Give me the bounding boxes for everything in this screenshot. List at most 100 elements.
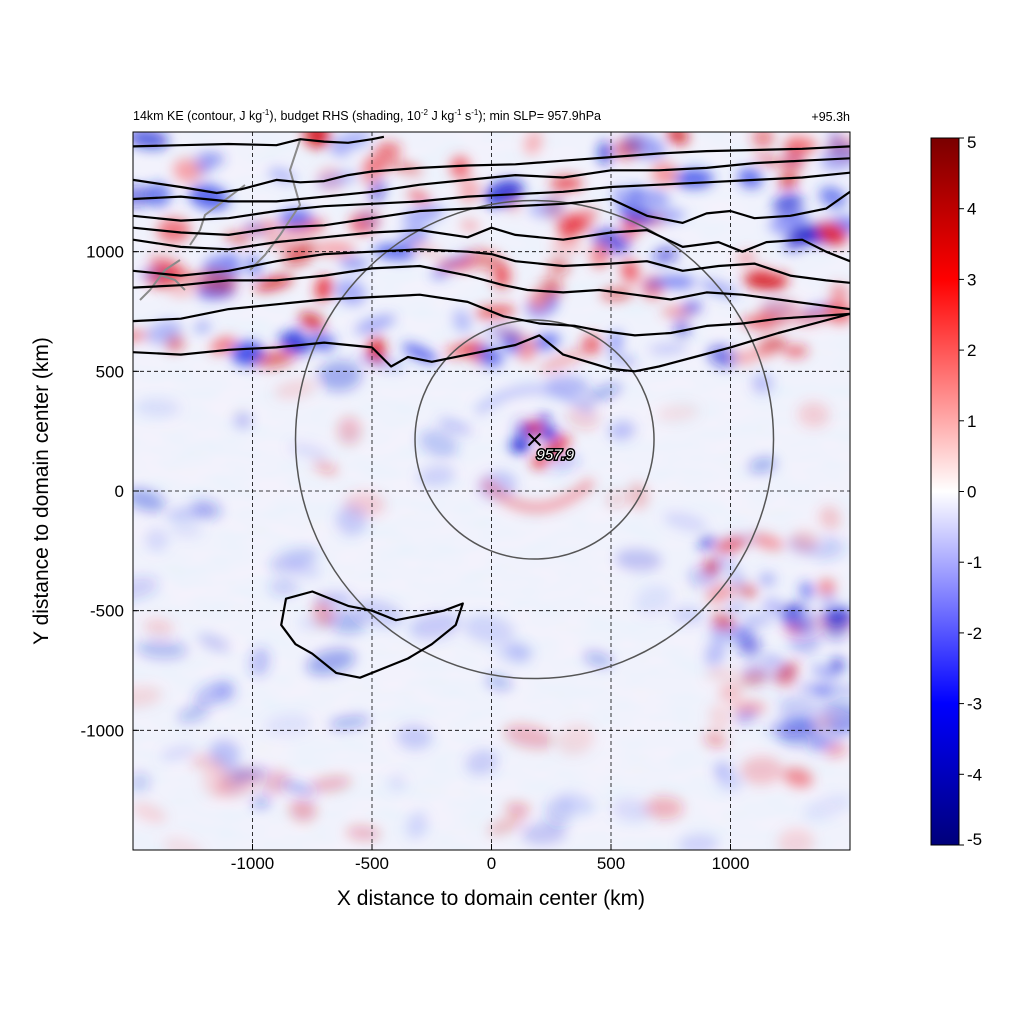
- shading-blob: [705, 637, 726, 668]
- colorbar-tick-label: 5: [967, 133, 976, 152]
- colorbar-ticks: 5 4 3 2 1 0 -1 -2 -3 -4 -5: [959, 133, 982, 849]
- shading-blob: [556, 213, 585, 238]
- core-shading-blob: [539, 427, 558, 440]
- shading-blob: [783, 767, 813, 788]
- shading-blob: [521, 822, 567, 845]
- ke-contour-line: [133, 293, 850, 337]
- shading-blob: [133, 132, 169, 149]
- shading-blob: [830, 283, 849, 301]
- spiral-band: [474, 384, 595, 416]
- shading-blob: [550, 175, 583, 191]
- x-axis-label: X distance to domain center (km): [337, 887, 645, 910]
- x-tick-label: -500: [355, 854, 389, 873]
- shading-blob: [406, 812, 428, 839]
- shading-blob: [437, 418, 473, 435]
- shading-blob: [313, 459, 338, 475]
- shading-blob: [178, 705, 209, 723]
- shading-blob: [819, 506, 841, 530]
- shading-blob: [704, 731, 727, 748]
- shading-blob: [465, 749, 498, 776]
- valid-time: +95.3h: [811, 110, 850, 124]
- coastline-segment: [189, 184, 246, 246]
- ke-contour-line: [133, 264, 850, 311]
- shading-blob: [224, 233, 250, 245]
- shading-blob: [803, 794, 850, 821]
- shading-blob: [733, 624, 758, 640]
- shading-blob: [269, 577, 300, 597]
- shading-blob: [557, 792, 594, 815]
- colorbar-tick-label: 2: [967, 341, 976, 360]
- colorbar-tick-label: 1: [967, 412, 976, 431]
- shading-blob: [651, 162, 678, 186]
- shading-blob: [638, 188, 670, 210]
- shading-blob: [774, 668, 797, 687]
- shading-blob: [756, 337, 787, 354]
- y-tick-label: -500: [90, 602, 124, 621]
- x-tick-label: -1000: [231, 854, 274, 873]
- shading-blob: [157, 217, 191, 244]
- shading-blob: [737, 583, 758, 599]
- core-shading-blob: [538, 415, 551, 424]
- y-tick-label: 1000: [86, 243, 124, 262]
- ke-contour-line: [133, 312, 850, 373]
- y-axis-ticks: -1000 -500 0 500 1000: [81, 243, 139, 740]
- shading-blob: [606, 491, 627, 508]
- shading-blob: [817, 223, 848, 246]
- shading-blob: [608, 330, 623, 353]
- colorbar-tick-label: 0: [967, 483, 976, 502]
- shading-blob: [797, 401, 830, 428]
- shading-blob: [289, 799, 317, 822]
- ke-contour-line: [133, 171, 850, 222]
- shading-blob: [209, 739, 240, 767]
- shading-blob: [550, 239, 583, 253]
- colorbar-tick-label: 3: [967, 270, 976, 289]
- shading-blob: [354, 314, 396, 334]
- shading-blob: [830, 658, 845, 673]
- shading-blob: [782, 619, 812, 628]
- shading-blob: [737, 670, 769, 687]
- shading-blob: [790, 530, 818, 552]
- colorbar-tick-label: -4: [967, 765, 982, 784]
- shading-blob: [667, 132, 689, 145]
- shading-blob: [387, 774, 407, 792]
- shading-blob: [818, 579, 836, 597]
- y-axis-label: Y distance to domain center (km): [30, 337, 53, 645]
- shading-blob: [249, 647, 270, 677]
- ke-contour-line: [133, 190, 850, 236]
- shading-blob: [772, 192, 804, 217]
- shading-blob: [364, 157, 388, 174]
- shading-blob: [261, 770, 291, 794]
- shading-blob: [826, 683, 850, 698]
- shading-blob: [811, 665, 837, 680]
- shading-blob: [337, 416, 362, 445]
- shading-blob: [280, 780, 315, 796]
- ke-contour-line: [133, 135, 385, 148]
- shading-blob: [147, 320, 182, 344]
- shading-blob: [288, 443, 329, 458]
- shading-blob: [231, 768, 269, 781]
- shading-blob: [251, 795, 271, 809]
- shading-blob: [634, 584, 673, 616]
- shading-blob: [517, 337, 537, 362]
- shading-blob: [192, 152, 225, 168]
- shading-blob: [317, 360, 362, 392]
- shading-blob: [820, 143, 850, 171]
- x-axis-ticks: -1000 -500 0 500 1000: [231, 844, 749, 873]
- x-tick-label: 0: [487, 854, 496, 873]
- y-tick-label: 500: [96, 362, 124, 381]
- shading-blob: [145, 528, 168, 552]
- shading-blob: [173, 158, 201, 183]
- shading-blob: [819, 186, 847, 208]
- shading-blob: [453, 309, 471, 333]
- core-shading-blob: [510, 438, 531, 453]
- shading-blob: [274, 379, 317, 399]
- shading-blob: [717, 772, 743, 792]
- shading-blob: [484, 179, 524, 207]
- ke-contour-south: [280, 590, 464, 679]
- shading-blob: [748, 457, 777, 473]
- storm-center-x-icon: [527, 432, 542, 447]
- shading-blob: [809, 536, 845, 560]
- shading-blob: [752, 132, 775, 148]
- shading-blob: [788, 626, 821, 654]
- shading-blob: [583, 651, 613, 667]
